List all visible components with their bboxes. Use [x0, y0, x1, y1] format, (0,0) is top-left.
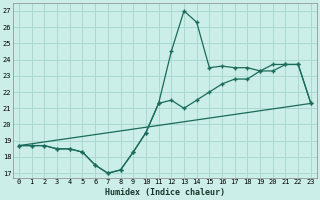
X-axis label: Humidex (Indice chaleur): Humidex (Indice chaleur) — [105, 188, 225, 197]
